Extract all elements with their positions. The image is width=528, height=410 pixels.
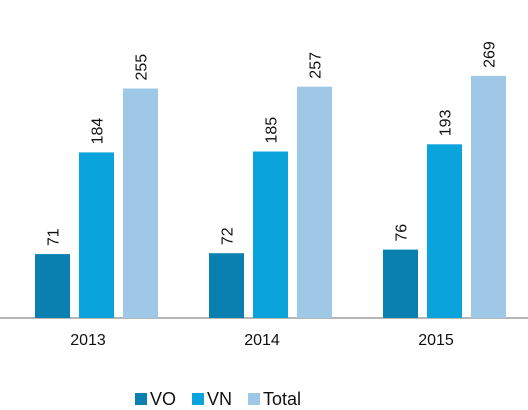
- data-label: 269: [482, 41, 499, 68]
- legend-swatch: [192, 393, 205, 405]
- bar: [209, 253, 244, 318]
- legend-swatch: [135, 393, 147, 405]
- data-label: 184: [90, 118, 107, 145]
- data-label: 76: [394, 224, 411, 242]
- bar: [79, 152, 114, 318]
- bar: [253, 151, 288, 318]
- x-tick-label: 2014: [244, 332, 280, 349]
- data-label: 255: [134, 54, 151, 81]
- legend-label: Total: [263, 389, 301, 409]
- data-label: 71: [46, 228, 63, 246]
- bar: [35, 254, 70, 318]
- data-label: 193: [438, 110, 455, 137]
- x-tick-label: 2015: [418, 332, 454, 349]
- x-tick-label: 2013: [70, 332, 106, 349]
- legend-label: VO: [150, 389, 176, 409]
- data-label: 185: [264, 117, 281, 144]
- legend-swatch: [248, 393, 261, 405]
- bar: [123, 88, 158, 318]
- data-label: 257: [308, 52, 325, 79]
- bar: [427, 144, 462, 318]
- bar: [471, 75, 506, 319]
- bar: [383, 249, 418, 318]
- bar: [297, 86, 332, 318]
- legend-label: VN: [207, 389, 232, 409]
- data-label: 72: [220, 227, 237, 245]
